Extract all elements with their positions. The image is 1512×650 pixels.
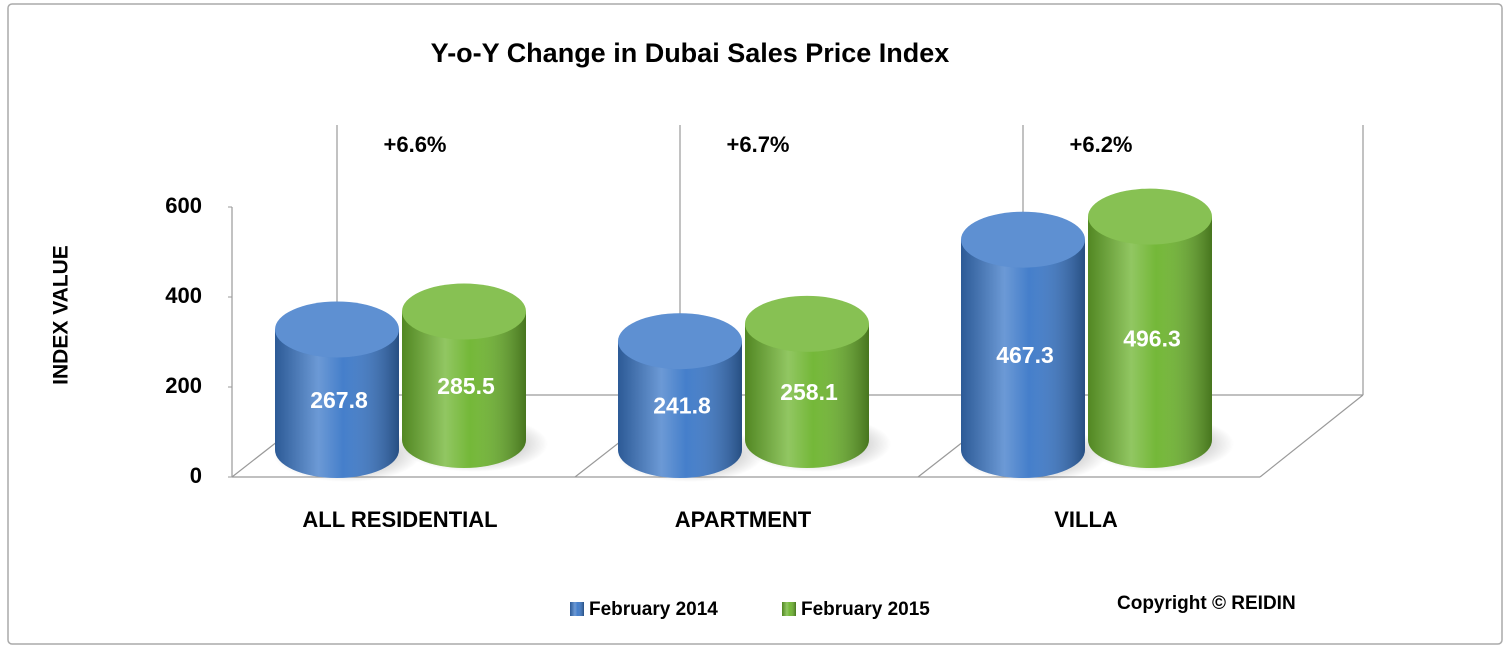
- bar-shading: [402, 311, 526, 468]
- copyright: Copyright © REIDIN: [1117, 593, 1296, 614]
- y-tick-label: 0: [190, 463, 202, 488]
- y-tick-label: 400: [165, 283, 202, 308]
- y-tick-label: 600: [165, 193, 202, 218]
- annotation: +6.2%: [1070, 132, 1133, 157]
- bar-shading: [275, 329, 399, 478]
- legend-swatch-shading: [570, 602, 584, 616]
- data-label: 241.8: [653, 393, 711, 419]
- x-tick-label: APARTMENT: [675, 507, 812, 532]
- bar-top-shading: [402, 283, 526, 340]
- bar-top: [961, 211, 1085, 268]
- data-label: 267.8: [310, 387, 368, 413]
- x-tick-label: VILLA: [1054, 507, 1118, 532]
- bar-shading: [745, 323, 869, 468]
- bar-top: [402, 283, 526, 340]
- data-label: 285.5: [437, 373, 495, 399]
- bar-top-shading: [745, 295, 869, 352]
- bar-top-shading: [618, 313, 742, 370]
- bar-top-shading: [1088, 188, 1212, 245]
- data-label: 496.3: [1123, 325, 1181, 351]
- bar-shading: [1088, 216, 1212, 468]
- annotation: +6.7%: [727, 132, 790, 157]
- chart-title: Y-o-Y Change in Dubai Sales Price Index: [431, 38, 950, 68]
- y-tick-label: 200: [165, 373, 202, 398]
- x-tick-label: ALL RESIDENTIAL: [302, 507, 497, 532]
- bar-top-shading: [961, 211, 1085, 268]
- bar-top: [745, 295, 869, 352]
- data-label: 467.3: [996, 342, 1054, 368]
- bar-shading: [961, 239, 1085, 478]
- legend-label: February 2015: [801, 599, 930, 620]
- legend-label: February 2014: [589, 599, 718, 620]
- annotation: +6.6%: [384, 132, 447, 157]
- bar-top-shading: [275, 301, 399, 358]
- data-label: 258.1: [780, 379, 838, 405]
- y-axis-label: INDEX VALUE: [50, 245, 73, 385]
- bar-top: [618, 313, 742, 370]
- bar-shading: [618, 341, 742, 478]
- bar-top: [275, 301, 399, 358]
- legend-swatch-shading: [782, 602, 796, 616]
- bar-top: [1088, 188, 1212, 245]
